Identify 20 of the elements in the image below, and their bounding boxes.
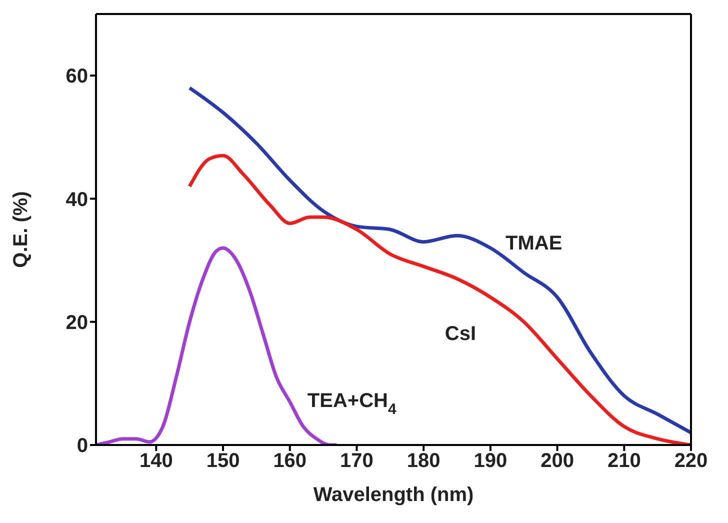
x-axis-title: Wavelength (nm) (313, 484, 474, 506)
y-tick-label: 40 (66, 188, 88, 211)
y-tick-label: 20 (66, 312, 88, 334)
line-series (188, 154, 691, 445)
x-tick-label: 140 (139, 450, 173, 472)
x-tick-label: 210 (607, 450, 641, 472)
series-label: CsI (444, 324, 476, 346)
x-tick-label: 190 (474, 450, 508, 472)
y-tick-label: 0 (76, 435, 88, 458)
series-label: TEA+CH$_{4}$ (307, 390, 397, 418)
x-tick-label: 180 (406, 450, 440, 472)
y-axis-title: Q.E. (%) (10, 191, 32, 268)
series-label: TMAE (506, 232, 562, 255)
line-series (188, 86, 691, 434)
x-tick-label: 170 (340, 450, 374, 472)
x-tick-label: 200 (540, 450, 574, 472)
x-tick-label: 220 (674, 450, 708, 472)
x-tick-label: 160 (273, 450, 307, 472)
x-tick-label: 150 (206, 450, 240, 472)
y-tick-label: 60 (66, 66, 88, 88)
